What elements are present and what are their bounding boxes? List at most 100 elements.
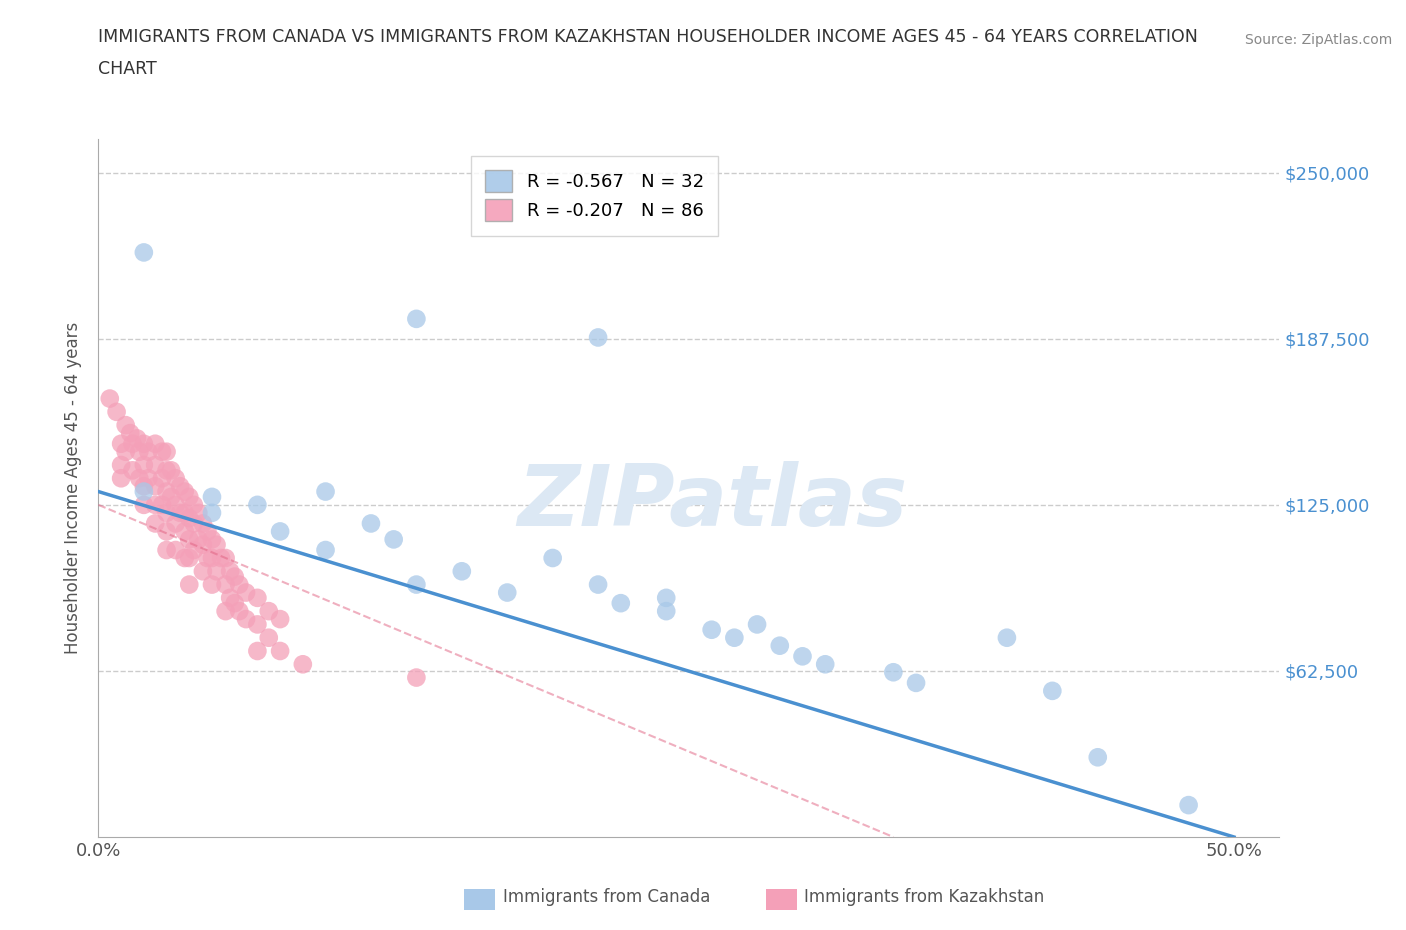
Point — [98, 392, 121, 406]
Point — [905, 675, 928, 690]
Point — [191, 538, 214, 552]
Text: Immigrants from Canada: Immigrants from Canada — [503, 888, 710, 907]
Point — [228, 578, 250, 592]
Point — [183, 516, 205, 531]
Point — [405, 671, 427, 685]
Point — [360, 516, 382, 531]
Point — [269, 644, 291, 658]
Point — [179, 578, 201, 592]
Point — [165, 516, 187, 531]
Legend: R = -0.567   N = 32, R = -0.207   N = 86: R = -0.567 N = 32, R = -0.207 N = 86 — [471, 155, 718, 235]
Point — [160, 463, 183, 478]
Point — [209, 551, 232, 565]
Point — [138, 445, 160, 459]
Point — [160, 489, 183, 504]
Point — [143, 479, 166, 494]
Point — [150, 471, 173, 485]
Point — [110, 471, 132, 485]
Point — [183, 542, 205, 557]
Point — [191, 564, 214, 578]
Point — [191, 516, 214, 531]
Point — [745, 617, 768, 631]
Point — [246, 591, 269, 605]
Point — [201, 551, 224, 565]
Point — [201, 532, 224, 547]
Point — [179, 532, 201, 547]
Text: IMMIGRANTS FROM CANADA VS IMMIGRANTS FROM KAZAKHSTAN HOUSEHOLDER INCOME AGES 45 : IMMIGRANTS FROM CANADA VS IMMIGRANTS FRO… — [98, 28, 1198, 46]
Point — [610, 596, 633, 611]
Point — [257, 604, 280, 618]
Point — [165, 471, 187, 485]
Point — [105, 405, 128, 419]
Point — [219, 591, 242, 605]
Point — [792, 649, 814, 664]
Point — [723, 631, 745, 645]
Text: ZIPatlas: ZIPatlas — [517, 460, 908, 544]
Point — [235, 612, 257, 627]
Point — [214, 578, 236, 592]
Point — [132, 485, 155, 499]
Point — [586, 330, 609, 345]
Point — [128, 445, 150, 459]
Point — [179, 511, 201, 525]
Point — [187, 505, 209, 520]
Point — [183, 498, 205, 512]
Point — [150, 498, 173, 512]
Point — [246, 617, 269, 631]
Point — [201, 505, 224, 520]
Point — [121, 436, 143, 451]
Point — [114, 418, 136, 432]
Point — [132, 479, 155, 494]
Text: Source: ZipAtlas.com: Source: ZipAtlas.com — [1244, 33, 1392, 46]
Point — [586, 578, 609, 592]
Point — [700, 622, 723, 637]
Point — [496, 585, 519, 600]
Point — [1087, 750, 1109, 764]
Point — [110, 436, 132, 451]
Point — [143, 458, 166, 472]
Point — [197, 524, 219, 538]
Point — [128, 471, 150, 485]
Point — [1040, 684, 1063, 698]
Point — [224, 596, 246, 611]
Point — [235, 585, 257, 600]
Point — [155, 485, 177, 499]
Point — [291, 657, 314, 671]
Point — [1177, 798, 1199, 813]
Point — [187, 532, 209, 547]
Point — [169, 505, 191, 520]
Point — [165, 498, 187, 512]
Point — [155, 463, 177, 478]
Point — [541, 551, 564, 565]
Point — [169, 479, 191, 494]
Point — [205, 564, 228, 578]
Point — [201, 489, 224, 504]
Point — [150, 445, 173, 459]
Point — [179, 551, 201, 565]
Point — [382, 532, 405, 547]
Point — [125, 431, 148, 445]
Point — [224, 569, 246, 584]
Point — [882, 665, 904, 680]
Point — [219, 564, 242, 578]
Point — [114, 445, 136, 459]
Point — [814, 657, 837, 671]
Point — [110, 458, 132, 472]
Point — [132, 436, 155, 451]
Point — [405, 578, 427, 592]
Point — [173, 485, 195, 499]
Point — [155, 445, 177, 459]
Point — [205, 538, 228, 552]
Point — [246, 498, 269, 512]
Point — [132, 458, 155, 472]
Point — [165, 542, 187, 557]
Point — [155, 542, 177, 557]
Point — [655, 604, 678, 618]
Text: Immigrants from Kazakhstan: Immigrants from Kazakhstan — [804, 888, 1045, 907]
Point — [173, 524, 195, 538]
Point — [143, 498, 166, 512]
Point — [132, 498, 155, 512]
Point — [257, 631, 280, 645]
Point — [655, 591, 678, 605]
Point — [405, 312, 427, 326]
